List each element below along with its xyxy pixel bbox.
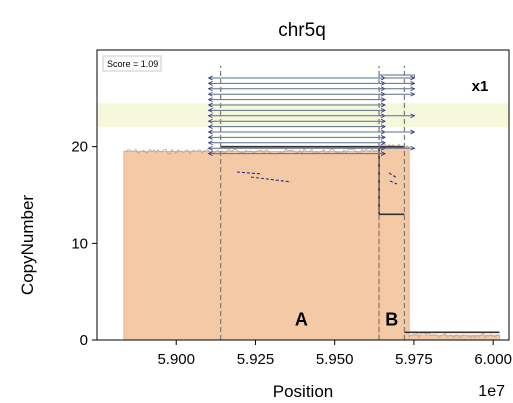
sv-arrow-left — [207, 81, 213, 86]
sv-arrow-b — [410, 113, 416, 119]
sv-arrow-right — [380, 151, 386, 156]
x-tick-label: 5.925 — [237, 351, 275, 368]
y-axis-label: CopyNumber — [18, 195, 37, 295]
sv-arrow-right — [380, 102, 386, 108]
sv-arrow-left — [207, 151, 213, 156]
coverage-area-2 — [408, 334, 500, 341]
sv-arrow-b — [410, 129, 416, 135]
sv-arrow-left — [207, 118, 213, 124]
sv-arrow-left — [207, 129, 213, 135]
sv-arrow-left — [207, 124, 213, 129]
sv-arrow-left — [207, 86, 213, 92]
x-tick-label: 6.000 — [474, 351, 512, 368]
y-axis-ticks: 0 10 20 — [71, 139, 97, 349]
sv-arrow-left — [207, 97, 213, 102]
sv-loop — [378, 74, 415, 78]
sv-arrow-b — [410, 86, 416, 92]
region-label-B: B — [385, 310, 398, 330]
sv-small-arrow — [388, 172, 398, 179]
x-tick-label: 5.900 — [157, 351, 195, 368]
sv-small-arrow — [250, 176, 292, 183]
score-box — [102, 55, 162, 72]
chart-title: chr5q — [278, 20, 326, 41]
sv-arrow-right — [380, 97, 386, 102]
coverage-noise-0 — [123, 148, 378, 155]
y-tick-label: 10 — [71, 235, 88, 252]
sv-small-arrow — [389, 180, 398, 185]
sv-arrow-left — [207, 102, 213, 108]
sv-arrow-left — [207, 108, 213, 113]
y-tick-label: 0 — [80, 332, 88, 349]
sv-small-arrow — [236, 171, 263, 175]
y-tick-label: 20 — [71, 139, 88, 156]
sv-arrow-b — [410, 91, 416, 97]
coverage-noise-2 — [409, 332, 500, 339]
sv-arrow-left — [207, 145, 213, 151]
sv-arrow-right — [380, 124, 386, 129]
sv-arrow-right — [380, 135, 386, 140]
corner-label: x1 — [472, 78, 489, 95]
x-axis-ticks: 5.900 5.925 5.950 5.975 6.000 — [157, 340, 512, 368]
region-label-A: A — [295, 310, 308, 330]
x-tick-label: 5.975 — [395, 351, 433, 368]
coverage-area-0 — [123, 151, 380, 341]
sv-arrow-left — [207, 75, 213, 81]
sv-arrow-right — [380, 140, 386, 146]
x-axis-offset: 1e7 — [478, 383, 505, 400]
score-label: Score = 1.09 — [107, 59, 158, 69]
sv-arrow-b — [410, 81, 416, 86]
plot-frame — [96, 49, 510, 341]
sv-arrow-left — [207, 135, 213, 140]
highlight-band — [97, 103, 509, 128]
sv-arrow-right — [380, 108, 386, 113]
sv-arrow-left — [207, 113, 213, 119]
x-axis-label: Position — [273, 382, 333, 401]
sv-arrow-right — [380, 118, 386, 124]
x-tick-label: 5.950 — [316, 351, 354, 368]
sv-arrow-b — [410, 145, 416, 151]
sv-arrow-left — [207, 140, 213, 146]
sv-arrow-left — [207, 91, 213, 97]
